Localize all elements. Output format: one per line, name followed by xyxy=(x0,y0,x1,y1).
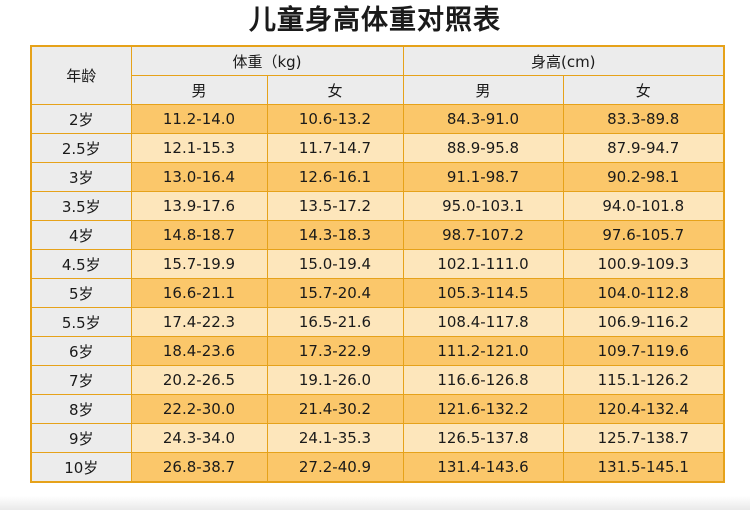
table-row: 5岁 16.6-21.1 15.7-20.4 105.3-114.5 104.0-112… xyxy=(30,278,725,308)
height-female-cell: 106.9-116.2 xyxy=(562,307,725,337)
age-column-header: 年龄 xyxy=(30,45,132,105)
height-female-cell: 109.7-119.6 xyxy=(562,336,725,366)
table-row: 10岁 26.8-38.7 27.2-40.9 131.4-143.6 131.5-14… xyxy=(30,452,725,483)
weight-male-cell: 13.9-17.6 xyxy=(130,191,268,221)
height-male-cell: 116.6-126.8 xyxy=(402,365,564,395)
table-body: 2岁 11.2-14.0 10.6-13.2 84.3-91.0 83.3-89.8 2.… xyxy=(30,104,725,483)
weight-male-cell: 20.2-26.5 xyxy=(130,365,268,395)
height-female-cell: 131.5-145.1 xyxy=(562,452,725,483)
weight-female-cell: 15.7-20.4 xyxy=(266,278,404,308)
height-female-cell: 125.7-138.7 xyxy=(562,423,725,453)
age-cell: 8岁 xyxy=(30,394,132,424)
height-female-header: 女 xyxy=(562,75,725,105)
height-male-cell: 108.4-117.8 xyxy=(402,307,564,337)
height-male-cell: 95.0-103.1 xyxy=(402,191,564,221)
weight-female-cell: 15.0-19.4 xyxy=(266,249,404,279)
age-cell: 6岁 xyxy=(30,336,132,366)
height-male-header: 男 xyxy=(402,75,564,105)
weight-female-cell: 10.6-13.2 xyxy=(266,104,404,134)
age-cell: 4岁 xyxy=(30,220,132,250)
height-male-cell: 111.2-121.0 xyxy=(402,336,564,366)
height-male-cell: 84.3-91.0 xyxy=(402,104,564,134)
table-row: 2.5岁 12.1-15.3 11.7-14.7 88.9-95.8 87.9-94.7 xyxy=(30,133,725,163)
table-row: 2岁 11.2-14.0 10.6-13.2 84.3-91.0 83.3-89.8 xyxy=(30,104,725,134)
height-female-cell: 120.4-132.4 xyxy=(562,394,725,424)
table-row: 3岁 13.0-16.4 12.6-16.1 91.1-98.7 90.2-98.1 xyxy=(30,162,725,192)
weight-male-cell: 26.8-38.7 xyxy=(130,452,268,483)
weight-female-header: 女 xyxy=(266,75,404,105)
weight-male-cell: 15.7-19.9 xyxy=(130,249,268,279)
age-cell: 3.5岁 xyxy=(30,191,132,221)
age-cell: 2岁 xyxy=(30,104,132,134)
age-cell: 5岁 xyxy=(30,278,132,308)
bottom-shadow xyxy=(0,496,750,510)
height-male-cell: 105.3-114.5 xyxy=(402,278,564,308)
height-female-cell: 115.1-126.2 xyxy=(562,365,725,395)
height-female-cell: 90.2-98.1 xyxy=(562,162,725,192)
weight-group-header: 体重（kg) xyxy=(130,45,404,76)
weight-female-cell: 16.5-21.6 xyxy=(266,307,404,337)
weight-female-cell: 27.2-40.9 xyxy=(266,452,404,483)
weight-male-cell: 16.6-21.1 xyxy=(130,278,268,308)
table-row: 4.5岁 15.7-19.9 15.0-19.4 102.1-111.0 100.9-1… xyxy=(30,249,725,279)
page-title: 儿童身高体重对照表 xyxy=(249,5,501,36)
table-row: 5.5岁 17.4-22.3 16.5-21.6 108.4-117.8 106.9-1… xyxy=(30,307,725,337)
weight-male-cell: 12.1-15.3 xyxy=(130,133,268,163)
age-cell: 7岁 xyxy=(30,365,132,395)
age-cell: 2.5岁 xyxy=(30,133,132,163)
age-cell: 3岁 xyxy=(30,162,132,192)
height-female-cell: 87.9-94.7 xyxy=(562,133,725,163)
weight-male-cell: 18.4-23.6 xyxy=(130,336,268,366)
height-male-cell: 121.6-132.2 xyxy=(402,394,564,424)
weight-female-cell: 19.1-26.0 xyxy=(266,365,404,395)
table-row: 7岁 20.2-26.5 19.1-26.0 116.6-126.8 115.1-126… xyxy=(30,365,725,395)
height-female-cell: 83.3-89.8 xyxy=(562,104,725,134)
height-male-cell: 126.5-137.8 xyxy=(402,423,564,453)
weight-male-cell: 24.3-34.0 xyxy=(130,423,268,453)
weight-male-cell: 17.4-22.3 xyxy=(130,307,268,337)
height-group-header: 身高(cm) xyxy=(402,45,725,76)
height-male-cell: 91.1-98.7 xyxy=(402,162,564,192)
table-header-group-row: 年龄 体重（kg) 身高(cm) xyxy=(30,45,725,105)
weight-female-cell: 11.7-14.7 xyxy=(266,133,404,163)
table-row: 6岁 18.4-23.6 17.3-22.9 111.2-121.0 109.7-119… xyxy=(30,336,725,366)
height-male-cell: 98.7-107.2 xyxy=(402,220,564,250)
age-cell: 10岁 xyxy=(30,452,132,483)
height-female-cell: 97.6-105.7 xyxy=(562,220,725,250)
weight-male-cell: 13.0-16.4 xyxy=(130,162,268,192)
height-female-cell: 100.9-109.3 xyxy=(562,249,725,279)
weight-male-cell: 11.2-14.0 xyxy=(130,104,268,134)
weight-female-cell: 24.1-35.3 xyxy=(266,423,404,453)
table-row: 9岁 24.3-34.0 24.1-35.3 126.5-137.8 125.7-138… xyxy=(30,423,725,453)
height-weight-table: 年龄 体重（kg) 身高(cm) 男 女 男 女 2岁 11.2-14.0 10.6… xyxy=(30,45,726,483)
table-row: 8岁 22.2-30.0 21.4-30.2 121.6-132.2 120.4-132… xyxy=(30,394,725,424)
table-row: 4岁 14.8-18.7 14.3-18.3 98.7-107.2 97.6-105.7 xyxy=(30,220,725,250)
height-male-cell: 131.4-143.6 xyxy=(402,452,564,483)
weight-female-cell: 13.5-17.2 xyxy=(266,191,404,221)
height-male-cell: 88.9-95.8 xyxy=(402,133,564,163)
weight-male-header: 男 xyxy=(130,75,268,105)
weight-male-cell: 14.8-18.7 xyxy=(130,220,268,250)
weight-female-cell: 12.6-16.1 xyxy=(266,162,404,192)
weight-female-cell: 17.3-22.9 xyxy=(266,336,404,366)
age-cell: 9岁 xyxy=(30,423,132,453)
table-row: 3.5岁 13.9-17.6 13.5-17.2 95.0-103.1 94.0-101… xyxy=(30,191,725,221)
height-male-cell: 102.1-111.0 xyxy=(402,249,564,279)
age-cell: 5.5岁 xyxy=(30,307,132,337)
table-header-sub-row: 男 女 男 女 xyxy=(31,75,725,105)
weight-female-cell: 21.4-30.2 xyxy=(266,394,404,424)
age-cell: 4.5岁 xyxy=(30,249,132,279)
height-female-cell: 94.0-101.8 xyxy=(562,191,725,221)
weight-female-cell: 14.3-18.3 xyxy=(266,220,404,250)
height-female-cell: 104.0-112.8 xyxy=(562,278,725,308)
weight-male-cell: 22.2-30.0 xyxy=(130,394,268,424)
